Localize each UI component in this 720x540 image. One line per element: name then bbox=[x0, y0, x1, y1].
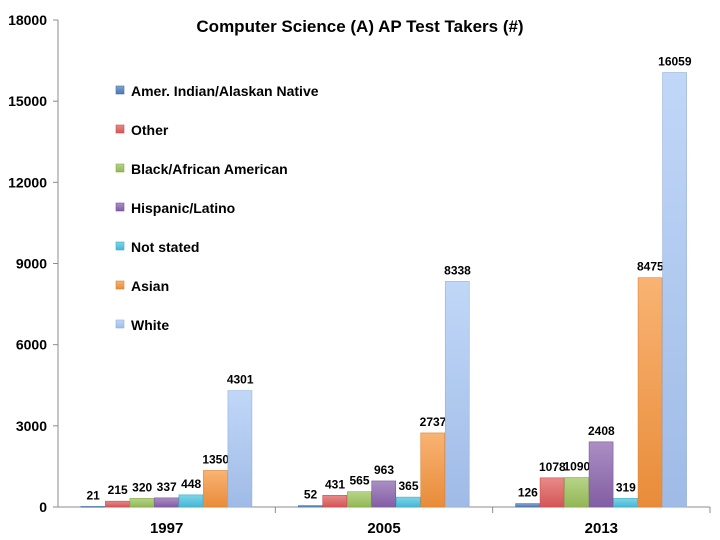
data-label: 431 bbox=[325, 477, 345, 491]
x-tick-label: 2013 bbox=[585, 520, 618, 537]
legend-label: Asian bbox=[131, 278, 169, 294]
bar bbox=[444, 281, 470, 508]
bar bbox=[371, 480, 397, 508]
y-tick-label: 15000 bbox=[8, 93, 47, 109]
bar bbox=[539, 477, 565, 508]
legend-swatch bbox=[115, 202, 125, 212]
data-label: 4301 bbox=[227, 373, 254, 387]
bar bbox=[322, 495, 348, 508]
bar bbox=[515, 503, 540, 508]
data-label: 2737 bbox=[420, 415, 447, 429]
legend-swatch bbox=[115, 85, 125, 95]
data-label: 21 bbox=[86, 488, 100, 502]
legend-label: Black/African American bbox=[131, 161, 288, 177]
data-label: 52 bbox=[304, 488, 318, 502]
data-label: 365 bbox=[398, 479, 418, 493]
bar bbox=[227, 390, 253, 508]
data-label: 2408 bbox=[588, 424, 615, 438]
data-label: 319 bbox=[616, 480, 636, 494]
y-tick-label: 18000 bbox=[8, 12, 47, 28]
bar bbox=[297, 505, 323, 508]
data-label: 963 bbox=[374, 463, 394, 477]
legend-swatch bbox=[115, 319, 125, 329]
chart-title: Computer Science (A) AP Test Takers (#) bbox=[196, 17, 523, 36]
x-tick-label: 2005 bbox=[367, 520, 400, 537]
legend-swatch bbox=[115, 280, 125, 290]
bar bbox=[564, 477, 589, 508]
data-label: 8338 bbox=[444, 263, 471, 277]
y-tick-label: 3000 bbox=[16, 418, 47, 434]
data-label: 126 bbox=[518, 486, 538, 500]
legend-swatch bbox=[115, 163, 125, 173]
x-tick-label: 1997 bbox=[150, 520, 183, 537]
bar bbox=[178, 494, 204, 508]
data-label: 1090 bbox=[563, 460, 590, 474]
legend-label: Amer. Indian/Alaskan Native bbox=[131, 83, 319, 99]
data-label: 337 bbox=[157, 480, 177, 494]
y-tick-label: 0 bbox=[39, 499, 47, 515]
bar bbox=[662, 72, 687, 508]
bar bbox=[154, 497, 179, 508]
data-label: 8475 bbox=[637, 260, 664, 274]
data-label: 1078 bbox=[539, 460, 566, 474]
data-label: 16059 bbox=[658, 55, 692, 69]
legend-label: Not stated bbox=[131, 239, 199, 255]
bar bbox=[105, 500, 130, 508]
y-tick-label: 12000 bbox=[8, 174, 47, 190]
legend-label: Other bbox=[131, 122, 169, 138]
bar bbox=[129, 498, 155, 508]
data-label: 1350 bbox=[202, 452, 229, 466]
y-tick-label: 9000 bbox=[16, 256, 47, 272]
data-label: 320 bbox=[132, 480, 152, 494]
legend-swatch bbox=[115, 124, 125, 134]
y-tick-label: 6000 bbox=[16, 337, 47, 353]
data-label: 448 bbox=[181, 477, 201, 491]
bar bbox=[613, 498, 638, 508]
bar bbox=[637, 277, 663, 508]
data-label: 565 bbox=[349, 474, 369, 488]
bar bbox=[420, 432, 446, 508]
legend-swatch bbox=[115, 241, 125, 251]
bar bbox=[588, 441, 614, 508]
bar bbox=[395, 496, 421, 508]
bar bbox=[80, 506, 106, 508]
legend-label: Hispanic/Latino bbox=[131, 200, 235, 216]
legend-label: White bbox=[131, 317, 169, 333]
bar bbox=[346, 491, 372, 508]
data-label: 215 bbox=[108, 483, 128, 497]
bar bbox=[203, 470, 228, 508]
